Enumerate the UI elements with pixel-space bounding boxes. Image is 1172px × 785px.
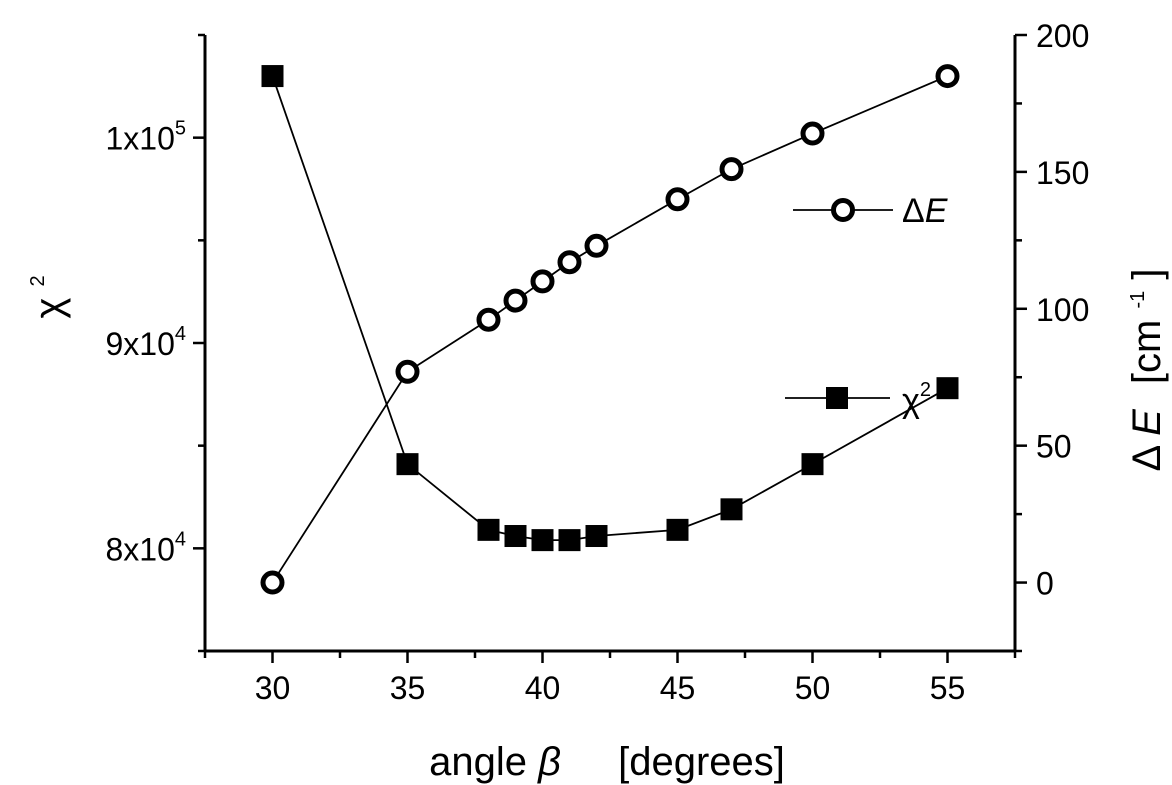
left-y-tick-exponent: 5	[175, 118, 186, 140]
left-y-axis-title: χ 2	[27, 275, 71, 318]
chi-squared-point	[801, 453, 824, 476]
delta-e-point	[665, 187, 690, 212]
right-y-axis-title: Δ E [cm -1 ]	[1109, 268, 1169, 471]
left-y-tick-mantissa: 1x10	[105, 121, 174, 157]
delta-e-point	[719, 157, 744, 182]
x-tick-label: 35	[390, 670, 426, 706]
chi-squared-point	[531, 529, 554, 552]
delta-e-point	[584, 233, 609, 258]
right-y-axis-title-unit-sup: -1	[1127, 291, 1149, 309]
left-y-axis-title-base: χ	[27, 298, 71, 319]
x-tick-label: 45	[660, 670, 696, 706]
left-y-tick-label: 1x105	[105, 118, 186, 157]
delta-e-point	[557, 250, 582, 275]
x-axis-title-symbol: β	[537, 740, 561, 784]
x-tick-label: 50	[795, 670, 831, 706]
left-y-tick-label: 9x104	[105, 323, 186, 362]
chi-squared-point	[720, 498, 743, 521]
chi-squared-point	[396, 453, 419, 476]
legend-delta-e-label: ΔE	[902, 192, 948, 230]
legend-chi-squared-base: χ	[902, 382, 920, 420]
delta-e-point	[503, 288, 528, 313]
x-axis-title-unit: [degrees]	[618, 740, 785, 784]
legend-delta-e-var: E	[925, 192, 948, 230]
legend-delta-e-delta: Δ	[902, 192, 925, 230]
right-y-tick-label: 0	[1036, 566, 1054, 602]
left-y-tick-mantissa: 8x10	[105, 531, 174, 567]
left-y-tick-mantissa: 9x10	[105, 326, 174, 362]
x-axis-title-text: angle	[429, 740, 538, 784]
axes: 3035404550558x1049x1041x1051x10505010015…	[105, 18, 1089, 706]
chi-squared-point	[666, 518, 689, 541]
delta-e-point	[935, 64, 960, 89]
x-tick-label: 40	[525, 670, 561, 706]
series-layer	[260, 64, 960, 595]
legend-chi-squared-marker	[826, 387, 848, 409]
right-y-tick-label: 50	[1036, 429, 1072, 465]
chi-squared-point	[936, 377, 959, 400]
left-y-axis-title-sup: 2	[27, 275, 49, 286]
delta-e-point	[476, 307, 501, 332]
legend-delta-e-marker	[831, 198, 855, 222]
left-y-tick-exponent: 4	[175, 528, 186, 550]
chi-squared-point	[504, 525, 527, 548]
right-y-axis-title-unit-post: ]	[1125, 268, 1169, 279]
chi-squared-point	[261, 65, 284, 88]
delta-e-point	[800, 121, 825, 146]
legend-chi-squared-sup: 2	[920, 379, 931, 401]
right-y-tick-label: 200	[1036, 18, 1089, 54]
right-y-axis-title-delta: Δ	[1125, 446, 1169, 472]
x-axis-title: angle β [degrees]	[429, 740, 785, 784]
delta-e-point	[530, 269, 555, 294]
right-y-axis-title-var: E	[1125, 408, 1169, 436]
chi-squared-point	[558, 529, 581, 552]
left-y-tick-exponent: 4	[175, 323, 186, 345]
legend-chi-squared-label: χ2	[902, 379, 931, 420]
x-tick-label: 55	[930, 670, 966, 706]
left-y-tick-label: 8x104	[105, 528, 186, 567]
x-tick-label: 30	[255, 670, 291, 706]
right-y-tick-label: 150	[1036, 155, 1089, 191]
right-y-axis-title-unit-pre: [cm	[1125, 320, 1169, 384]
right-y-tick-label: 100	[1036, 292, 1089, 328]
chi-squared-point	[477, 518, 500, 541]
delta-e-point	[260, 570, 285, 595]
delta-e-point	[395, 359, 420, 384]
chi-squared-point	[585, 525, 608, 548]
